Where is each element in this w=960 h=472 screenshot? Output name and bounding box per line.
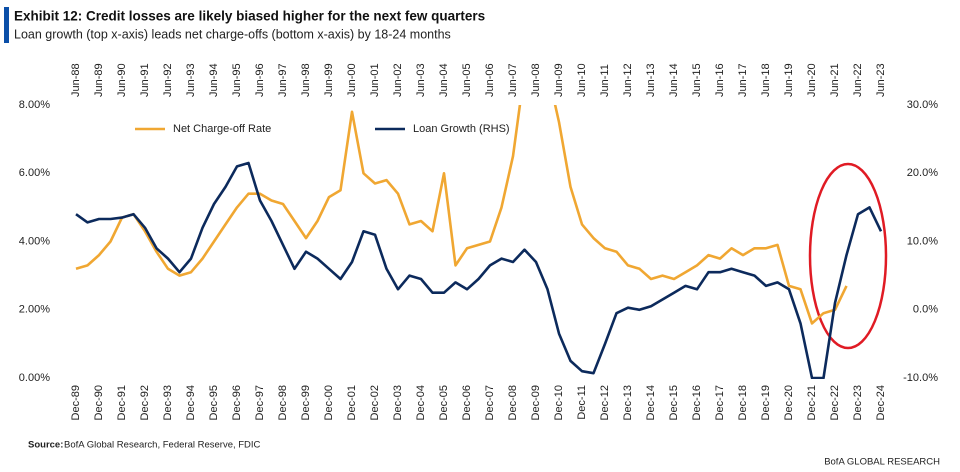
x2-tick-label: Jun-96	[254, 63, 266, 97]
x2-tick-label: Jun-89	[93, 63, 105, 97]
series-line	[75, 105, 848, 325]
y2-tick-label: 10.0%	[907, 235, 938, 247]
x2-tick-label: Jun-02	[392, 63, 404, 97]
x-tick-label: Dec-01	[346, 385, 358, 420]
x2-tick-label: Jun-88	[70, 63, 82, 97]
x2-tick-label: Jun-11	[599, 64, 611, 97]
x2-tick-label: Jun-09	[553, 63, 565, 97]
x-tick-label: Dec-08	[507, 385, 519, 420]
x-tick-label: Dec-94	[185, 385, 197, 420]
x-tick-label: Dec-12	[599, 385, 611, 420]
x-tick-label: Dec-05	[438, 385, 450, 420]
legend-label: Net Charge-off Rate	[173, 123, 271, 135]
x2-tick-label: Jun-90	[116, 63, 128, 97]
y-tick-label: 4.00%	[19, 235, 50, 247]
x2-tick-label: Jun-14	[668, 63, 680, 97]
x2-tick-label: Jun-23	[875, 63, 887, 97]
x2-tick-label: Jun-10	[576, 63, 588, 97]
x-tick-label: Dec-04	[415, 385, 427, 420]
x-tick-label: Dec-10	[553, 385, 565, 420]
x2-tick-label: Jun-95	[231, 63, 243, 97]
y2-tick-label: 30.0%	[907, 99, 938, 111]
x2-tick-label: Jun-91	[139, 63, 151, 97]
x-tick-label: Dec-03	[392, 385, 404, 420]
x-tick-label: Dec-99	[300, 385, 312, 420]
series-line	[75, 161, 883, 379]
x2-tick-label: Jun-01	[369, 63, 381, 97]
y2-tick-label: -10.0%	[903, 372, 938, 384]
x-tick-label: Dec-95	[208, 385, 220, 420]
x2-tick-label: Jun-19	[783, 63, 795, 97]
x2-tick-label: Jun-13	[645, 63, 657, 97]
x-tick-label: Dec-98	[277, 385, 289, 420]
x2-tick-label: Jun-07	[507, 63, 519, 97]
x-tick-label: Dec-93	[162, 385, 174, 420]
brand: BofA GLOBAL RESEARCH	[824, 457, 940, 468]
x-tick-label: Dec-11	[576, 385, 588, 420]
x2-tick-label: Jun-99	[323, 63, 335, 97]
highlight-ellipse	[808, 162, 888, 350]
source-text: BofA Global Research, Federal Reserve, F…	[64, 440, 261, 451]
x-tick-label: Dec-07	[484, 385, 496, 420]
x2-tick-label: Jun-17	[737, 63, 749, 97]
x2-tick-label: Jun-20	[806, 63, 818, 97]
x2-tick-label: Jun-08	[530, 63, 542, 97]
x-tick-label: Dec-00	[323, 385, 335, 420]
x2-tick-label: Jun-21	[829, 63, 841, 97]
x-tick-label: Dec-24	[875, 385, 887, 420]
x2-tick-label: Jun-93	[185, 63, 197, 97]
chart-subtitle: Loan growth (top x-axis) leads net charg…	[14, 27, 451, 41]
y2-tick-label: 0.0%	[913, 304, 938, 316]
legend-label: Loan Growth (RHS)	[413, 123, 510, 135]
x2-tick-label: Jun-94	[208, 63, 220, 97]
source-label: Source:	[28, 440, 63, 451]
x-tick-label: Dec-89	[70, 385, 82, 420]
title-bar	[4, 7, 9, 43]
x2-tick-label: Jun-03	[415, 63, 427, 97]
x2-tick-label: Jun-04	[438, 63, 450, 97]
y-tick-label: 0.00%	[19, 372, 50, 384]
x-tick-label: Dec-06	[461, 385, 473, 420]
x2-tick-label: Jun-92	[162, 63, 174, 97]
y-tick-label: 8.00%	[19, 99, 50, 111]
x-tick-label: Dec-23	[852, 385, 864, 420]
x2-tick-label: Jun-00	[346, 63, 358, 97]
x-tick-label: Dec-22	[829, 385, 841, 420]
y-tick-label: 6.00%	[19, 167, 50, 179]
x2-tick-label: Jun-18	[760, 63, 772, 97]
x2-tick-label: Jun-16	[714, 63, 726, 97]
y2-tick-label: 20.0%	[907, 167, 938, 179]
x-tick-label: Dec-20	[783, 385, 795, 420]
x2-tick-label: Jun-15	[691, 63, 703, 97]
x-tick-label: Dec-14	[645, 385, 657, 420]
x-tick-label: Dec-97	[254, 385, 266, 420]
x-tick-label: Dec-17	[714, 385, 726, 420]
x-tick-label: Dec-92	[139, 385, 151, 420]
plot-area	[75, 105, 883, 379]
x-tick-label: Dec-90	[93, 385, 105, 420]
x-tick-label: Dec-96	[231, 385, 243, 420]
x-tick-label: Dec-15	[668, 385, 680, 420]
x-tick-label: Dec-21	[806, 385, 818, 420]
x2-tick-label: Jun-05	[461, 63, 473, 97]
x-tick-label: Dec-19	[760, 385, 772, 420]
x-tick-label: Dec-09	[530, 385, 542, 420]
x2-tick-label: Jun-22	[852, 63, 864, 97]
y-tick-label: 2.00%	[19, 304, 50, 316]
x-tick-label: Dec-18	[737, 385, 749, 420]
x-tick-label: Dec-16	[691, 385, 703, 420]
x2-tick-label: Jun-06	[484, 63, 496, 97]
x-tick-label: Dec-91	[116, 385, 128, 420]
chart-title: Exhibit 12: Credit losses are likely bia…	[14, 9, 485, 24]
x-tick-label: Dec-02	[369, 385, 381, 420]
x2-tick-label: Jun-97	[277, 63, 289, 97]
x2-tick-label: Jun-12	[622, 63, 634, 97]
x-tick-label: Dec-13	[622, 385, 634, 420]
x2-tick-label: Jun-98	[300, 63, 312, 97]
